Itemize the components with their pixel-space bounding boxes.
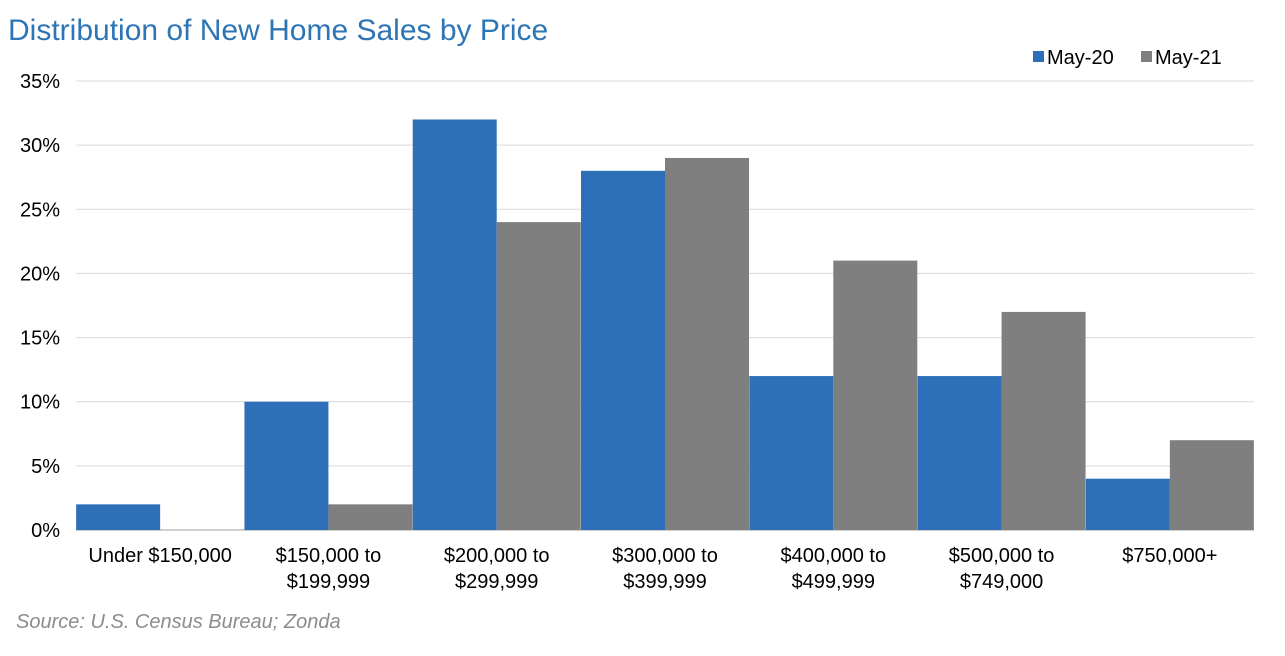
x-tick-label: Under $150,000 [88,545,231,567]
x-tick-label: $199,999 [287,571,370,593]
y-tick-label: 5% [31,456,60,478]
bar-may-20 [581,170,665,531]
bar-may-20 [76,504,161,530]
x-tick-label: $300,000 to [612,545,718,567]
legend-label: May-20 [1047,47,1114,69]
legend-label: May-21 [1155,47,1222,69]
bar-may-21 [833,260,918,530]
bar-may-21 [665,157,749,530]
bar-may-21 [1001,311,1086,530]
y-tick-label: 20% [20,263,60,285]
source-note: Source: U.S. Census Bureau; Zonda [16,611,341,633]
x-tick-label: $399,999 [623,571,706,593]
bar-may-21 [496,222,581,530]
bar-may-20 [917,376,1002,530]
y-tick-label: 15% [20,328,60,350]
x-tick-label: $750,000+ [1122,545,1217,567]
bars [76,119,1254,531]
chart-title: Distribution of New Home Sales by Price [8,14,548,47]
x-tick-label: $749,000 [960,571,1043,593]
y-axis: 0% 5% 10% 15% 20% 25% 30% 35% [20,71,60,542]
x-tick-label: $400,000 to [780,545,886,567]
x-tick-label: $500,000 to [949,545,1055,567]
legend-swatch [1141,51,1152,62]
y-tick-label: 35% [20,71,60,93]
y-tick-label: 0% [31,520,60,542]
x-axis: Under $150,000 $150,000 to $199,999 $200,00… [88,545,1217,593]
x-tick-label: $150,000 to [276,545,382,567]
x-tick-label: $200,000 to [444,545,550,567]
legend: May-20 May-21 [1033,47,1222,69]
y-tick-label: 25% [20,199,60,221]
bar-may-20 [1085,478,1170,530]
bar-may-20 [412,119,497,530]
bar-may-20 [244,401,329,530]
bar-may-20 [749,376,834,530]
y-tick-label: 30% [20,135,60,157]
bar-may-21 [328,504,413,530]
legend-swatch [1033,51,1044,62]
x-tick-label: $499,999 [792,571,875,593]
x-tick-label: $299,999 [455,571,538,593]
bar-may-21 [1169,440,1254,530]
y-tick-label: 10% [20,392,60,414]
